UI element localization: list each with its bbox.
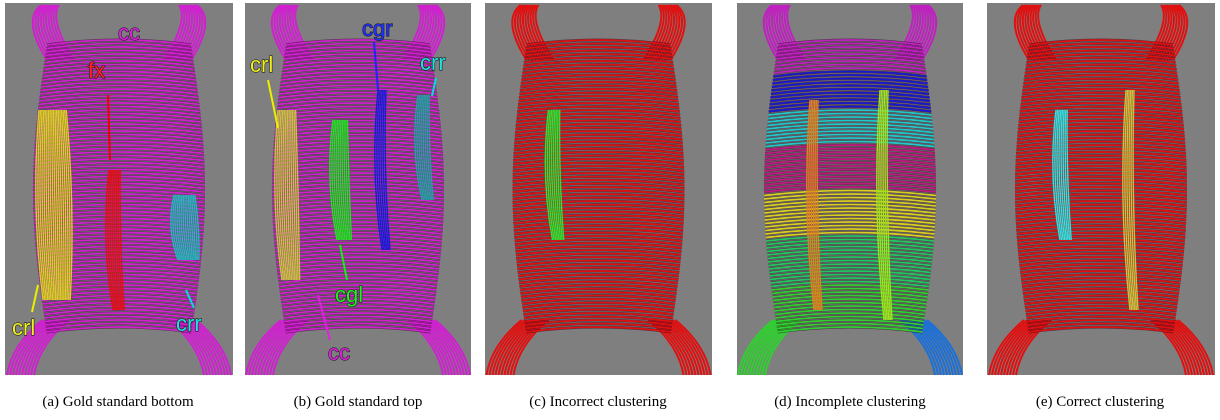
captions: (a) Gold standard bottom (b) Gold standa… xyxy=(42,394,1164,410)
label: cgl xyxy=(335,282,363,307)
caption: (d) Incomplete clustering xyxy=(774,394,926,410)
panel xyxy=(485,3,712,375)
label: crl xyxy=(250,52,273,77)
caption: (e) Correct clustering xyxy=(1036,394,1165,410)
figure: cc fx crl crr crl cgr crr cgl cc (a) Gol… xyxy=(0,0,1220,420)
caption: (a) Gold standard bottom xyxy=(42,394,194,410)
label: fx xyxy=(88,58,105,83)
label: crl xyxy=(12,315,35,340)
label: cc xyxy=(328,340,350,365)
label: crr xyxy=(176,311,202,336)
label: crr xyxy=(420,50,446,75)
caption: (c) Incorrect clustering xyxy=(529,394,667,410)
label: cc xyxy=(118,20,140,45)
panel xyxy=(737,3,963,375)
label: cgr xyxy=(362,16,393,41)
panel xyxy=(987,3,1215,375)
caption: (b) Gold standard top xyxy=(294,394,423,410)
